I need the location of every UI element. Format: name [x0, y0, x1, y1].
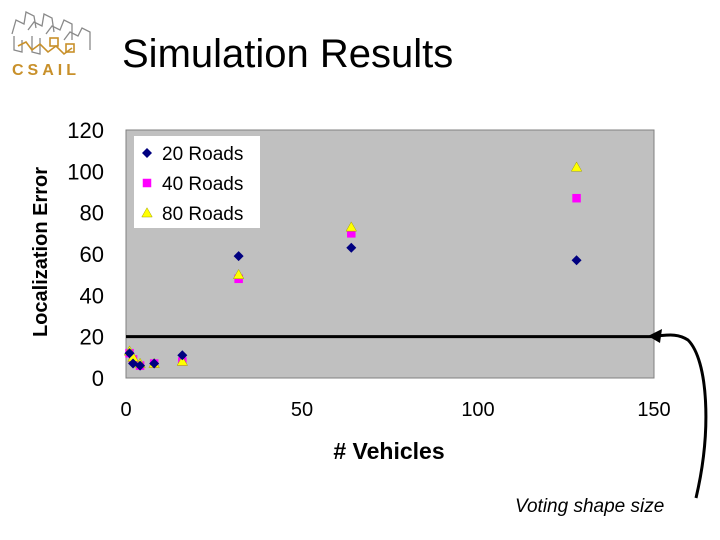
- legend-box: [134, 136, 260, 228]
- y-tick-label: 0: [92, 366, 104, 391]
- y-tick-label: 120: [67, 118, 104, 143]
- data-point-triangle: [345, 221, 357, 232]
- legend: 20 Roads 40 Roads 80 Roads: [134, 136, 260, 228]
- data-point-diamond: [571, 255, 582, 266]
- data-point-triangle: [232, 268, 245, 279]
- slide-title: Simulation Results: [122, 32, 454, 76]
- y-tick-label: 20: [80, 325, 104, 350]
- arrow-head-icon: [648, 329, 662, 343]
- data-point-diamond: [346, 242, 357, 253]
- data-point-square: [572, 193, 581, 203]
- x-tick-label: 150: [637, 399, 670, 421]
- annotation-arrow: [653, 333, 708, 499]
- y-tick-label: 60: [80, 242, 104, 267]
- legend-label: 20 Roads: [162, 144, 243, 165]
- x-tick-label: 100: [461, 399, 494, 421]
- data-point-square: [347, 229, 356, 238]
- data-point-diamond: [233, 251, 244, 262]
- legend-marker-triangle: [141, 207, 153, 218]
- annotation-text: Voting shape size: [515, 496, 664, 517]
- legend-label: 80 Roads: [162, 204, 243, 225]
- csail-logo: CSAIL: [11, 11, 91, 78]
- x-axis-label: # Vehicles: [333, 438, 444, 464]
- y-tick-label: 40: [80, 283, 104, 308]
- y-tick-label: 80: [80, 201, 104, 226]
- logo-text: CSAIL: [12, 62, 80, 78]
- data-point-triangle: [570, 161, 583, 172]
- x-tick-label: 50: [291, 399, 313, 421]
- legend-marker-diamond: [142, 148, 152, 158]
- data-point-triangle: [176, 355, 188, 366]
- data-point-diamond: [124, 348, 135, 359]
- data-point-diamond: [149, 358, 160, 369]
- data-point-diamond: [177, 350, 188, 361]
- data-point-diamond: [135, 360, 146, 371]
- x-tick-label: 0: [120, 399, 131, 421]
- legend-label: 40 Roads: [162, 174, 243, 195]
- legend-marker-square: [142, 178, 152, 188]
- y-axis-label: Localization Error: [30, 167, 52, 337]
- y-tick-label: 100: [67, 159, 104, 184]
